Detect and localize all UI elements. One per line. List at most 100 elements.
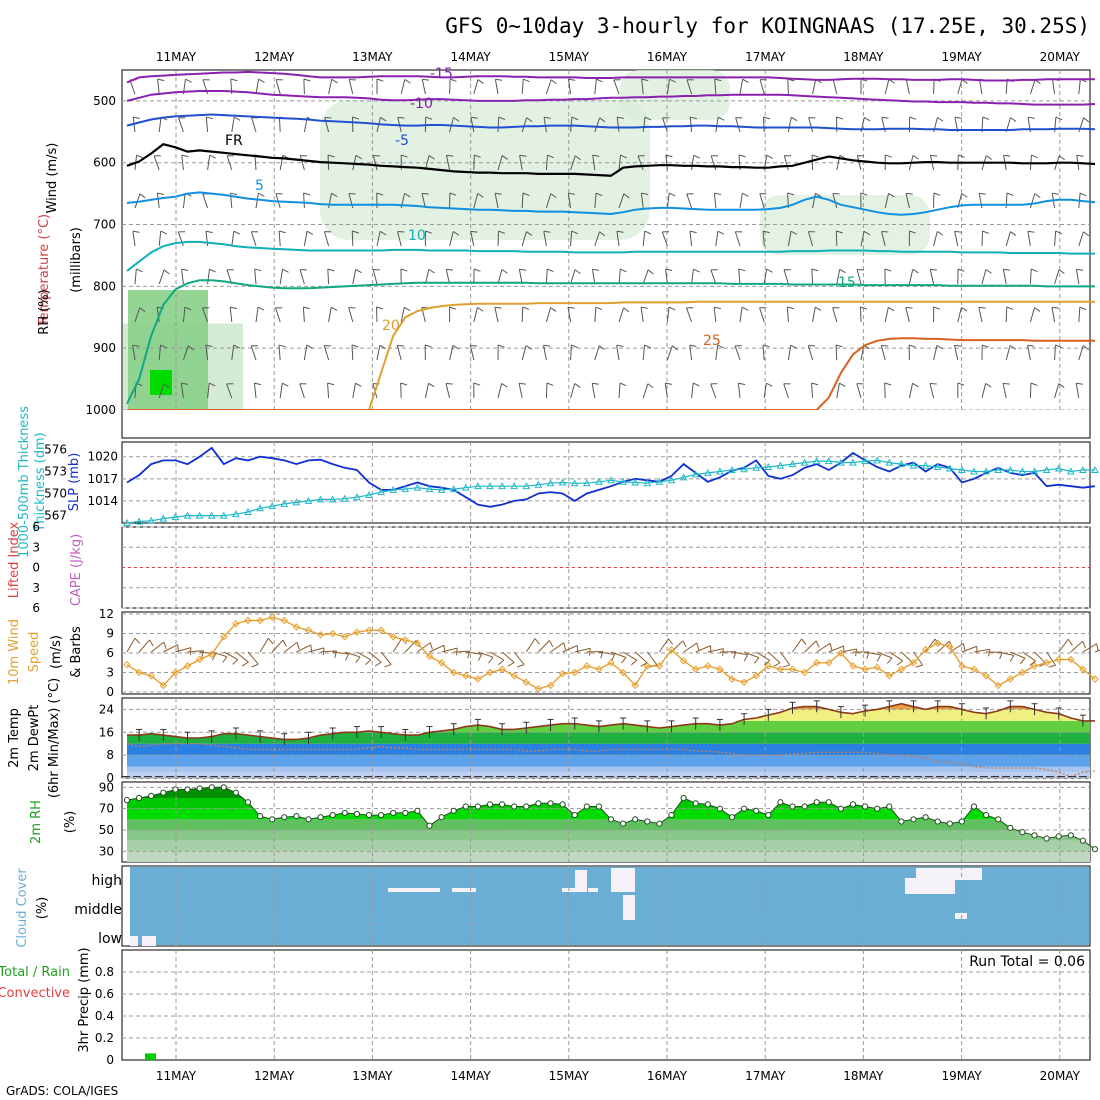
wind-barb [957,307,962,323]
wind-barb [691,155,695,171]
wind-barb-feather [954,344,962,347]
wind-barb [661,231,668,247]
thickness-point [607,476,615,484]
rh-point [511,803,518,810]
thickness-point [1006,465,1015,473]
thickness-point [268,502,277,510]
wind-barb [835,230,838,247]
wind-barb-feather [592,268,600,271]
wind-barb [642,231,646,247]
wind-barb [691,383,694,399]
wind-barb [255,193,259,209]
contour-label: 15 [838,275,856,291]
rh-point [813,799,820,806]
wind-barb-feather [425,230,432,234]
wind-barb [622,651,638,661]
wind-barb-feather [829,643,833,651]
wind-speed-point [655,662,664,670]
wind-barb-feather [690,116,697,120]
date-label: 15MAY [549,50,590,64]
wind-barb [562,645,578,653]
y-axis-label-rh2m: 2m RH [29,800,44,844]
rh-point [668,811,675,819]
y-tick-label: 6 [32,520,40,534]
wind-barb-feather [647,383,654,389]
wind-barb-feather [982,116,990,120]
wind-barb [375,306,378,323]
wind-barb [134,307,141,323]
wind-barb-feather [160,344,167,349]
wind-speed-point [752,672,760,680]
rh-point [414,807,421,814]
wind-barb-feather [212,653,216,661]
wind-speed-point [691,665,700,673]
wind-barb [671,640,684,653]
wind-barb [519,155,523,171]
wind-barb [303,192,305,209]
wind-barb-feather [915,664,923,668]
wind-barb-feather [563,642,567,650]
wind-barb [591,383,596,399]
wind-barb-feather [1030,382,1038,386]
wind-barb-feather [379,230,387,236]
wind-barb-feather [599,117,606,123]
wind-barb [1029,268,1032,285]
wind-barb-feather [1006,192,1014,196]
rh-point [837,805,845,812]
wind-speed-point [220,633,228,641]
wind-barb [689,345,693,361]
y-tick-label: 90 [99,780,114,794]
wind-barb [1070,640,1084,653]
wind-barb-feather [571,230,579,235]
wind-barb [328,307,332,323]
wind-barb [591,269,596,285]
wind-barb [153,155,160,171]
wind-barb-feather [1058,155,1065,161]
wind-barb [521,79,524,95]
wind-barb [445,269,451,285]
upper-air-panel: 500 600 700 800 900 1000 -15 -10 -5 FR 5 10 15 20 25 Wi… [37,66,1096,439]
wind-barb-feather [933,306,941,310]
wind-barb-feather [599,231,606,237]
rh-band [127,819,1090,830]
thickness-point [679,473,688,481]
wind-barb [518,269,523,285]
thickness-point [474,482,482,490]
y-tick-label: 9 [106,627,114,641]
wind-barb-feather [1027,116,1035,119]
wind-barb [417,642,431,653]
wind-barb [808,117,814,133]
thickness-point [256,504,264,512]
wind-barb [594,117,601,133]
wind-barb-feather [365,659,372,665]
wind-barb [380,651,392,665]
y-axis-label-wind: Wind (m/s) [45,143,60,214]
wind-barb [521,192,524,209]
wind-barb-feather [446,154,454,157]
wind-barb [1046,651,1056,666]
wind-barb [592,155,596,171]
dewpoint-line [126,743,1096,778]
wind-barb [323,345,330,361]
cloud-gap [130,936,138,946]
wind-barb-feather [933,192,941,196]
y-axis-label-dewpt: 2m DewPt [27,705,42,772]
rh-point [595,803,603,810]
rh-point [462,803,469,810]
rh-point [329,811,336,819]
wind-barb-feather [1079,306,1087,311]
wind-barb [792,638,803,653]
wind-barb-feather [1055,116,1063,121]
rh-point [184,786,191,793]
thickness-point [740,465,748,473]
temperature-band [127,755,1090,767]
thickness-point [958,465,966,473]
thickness-point [909,461,918,469]
wind-barb [201,307,209,323]
wind-barb-feather [815,640,820,648]
wind-speed-point [740,678,748,686]
wind-barb [545,193,552,209]
wind-speed-point [232,620,240,628]
wind-barb-feather [896,660,904,666]
rh-point [898,818,905,825]
